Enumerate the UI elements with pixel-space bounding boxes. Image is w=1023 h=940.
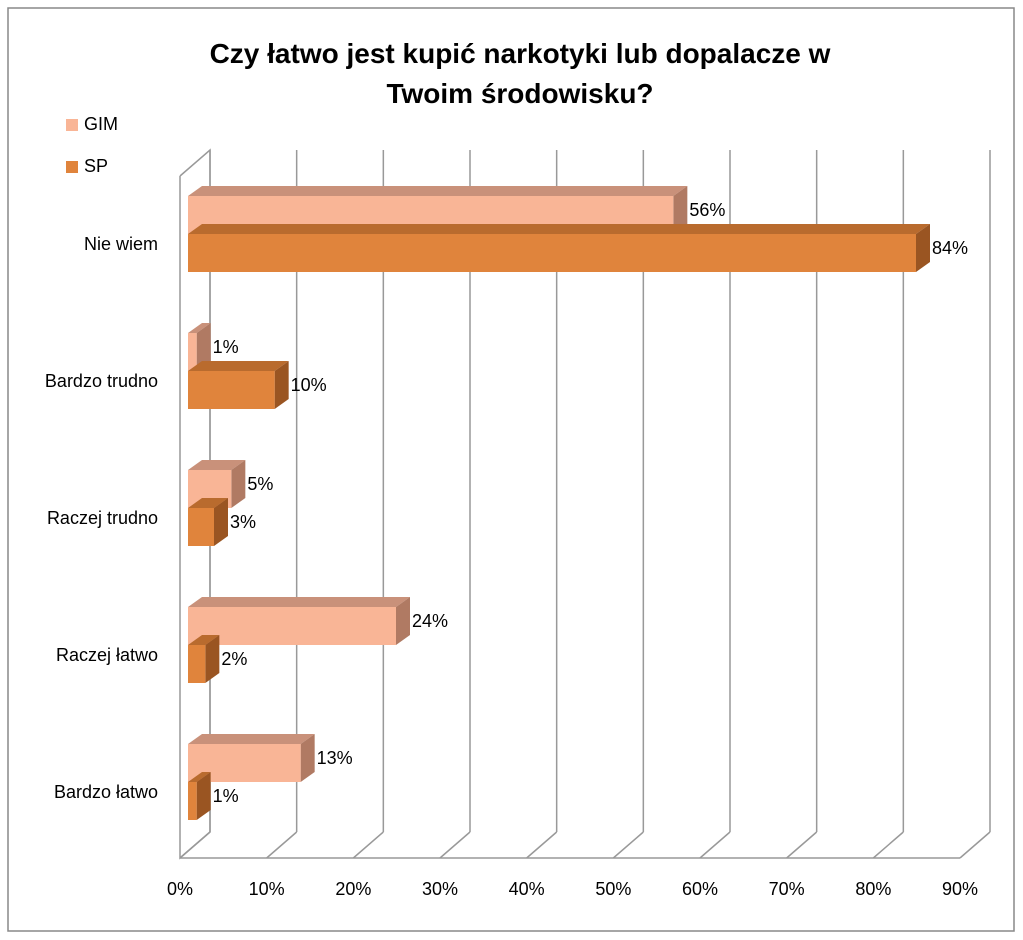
bar-side (274, 361, 289, 409)
legend-swatch (66, 119, 78, 131)
bar-side (396, 597, 410, 645)
value-label: 2% (221, 649, 247, 669)
bar (188, 508, 214, 546)
bar-side (300, 734, 315, 782)
bar-top (188, 597, 410, 607)
bar (188, 234, 916, 272)
x-tick-label: 30% (422, 879, 458, 899)
value-label: 5% (247, 474, 273, 494)
value-label: 13% (317, 748, 353, 768)
bar-side (214, 498, 228, 546)
x-tick-label: 0% (167, 879, 193, 899)
bar-side (196, 772, 211, 820)
bar-top (188, 460, 246, 470)
category-label: Bardzo łatwo (54, 782, 158, 802)
floor-line (179, 831, 211, 859)
floor-line (439, 831, 471, 859)
value-label: 24% (412, 611, 448, 631)
x-tick-label: 80% (855, 879, 891, 899)
value-label: 3% (230, 512, 256, 532)
floor-line (352, 831, 384, 859)
category-label: Raczej łatwo (56, 645, 158, 665)
bar (188, 782, 197, 820)
floor-line (786, 831, 818, 859)
category-label: Bardzo trudno (45, 371, 158, 391)
category-label: Nie wiem (84, 234, 158, 254)
bar-top (188, 323, 211, 333)
bar-top (188, 186, 688, 196)
x-tick-label: 20% (335, 879, 371, 899)
bar-side (673, 186, 688, 234)
chart-border (7, 7, 1015, 932)
chart-title: Czy łatwo jest kupić narkotyki lub dopal… (209, 38, 831, 109)
floor-line (699, 831, 731, 859)
value-label: 56% (689, 200, 725, 220)
bar-side (205, 635, 220, 683)
floor-line (526, 831, 558, 859)
x-tick-label: 90% (942, 879, 978, 899)
floor-line (266, 831, 298, 859)
x-tick-label: 70% (769, 879, 805, 899)
bar-side (196, 323, 211, 371)
bar-top (188, 635, 220, 645)
category-label: Raczej trudno (47, 508, 158, 528)
x-tick-label: 40% (509, 879, 545, 899)
floor-line (612, 831, 644, 859)
legend-label: SP (84, 156, 108, 176)
bar-top (188, 772, 211, 782)
value-label: 1% (213, 337, 239, 357)
bar-top (188, 498, 228, 508)
bar-top (188, 734, 315, 744)
value-label: 10% (291, 375, 327, 395)
bar-top (188, 224, 930, 234)
legend-swatch (66, 161, 78, 173)
bar (188, 645, 206, 683)
bar-side (916, 224, 930, 272)
bar (188, 333, 197, 371)
value-label: 1% (213, 786, 239, 806)
value-label: 84% (932, 238, 968, 258)
bar (188, 607, 396, 645)
bar-side (231, 460, 246, 508)
x-tick-label: 60% (682, 879, 718, 899)
x-tick-label: 50% (595, 879, 631, 899)
bar (188, 371, 275, 409)
floor-line (959, 831, 991, 859)
bar-top (188, 361, 289, 371)
legend-label: GIM (84, 114, 118, 134)
floor-line (872, 831, 904, 859)
x-tick-label: 10% (249, 879, 285, 899)
